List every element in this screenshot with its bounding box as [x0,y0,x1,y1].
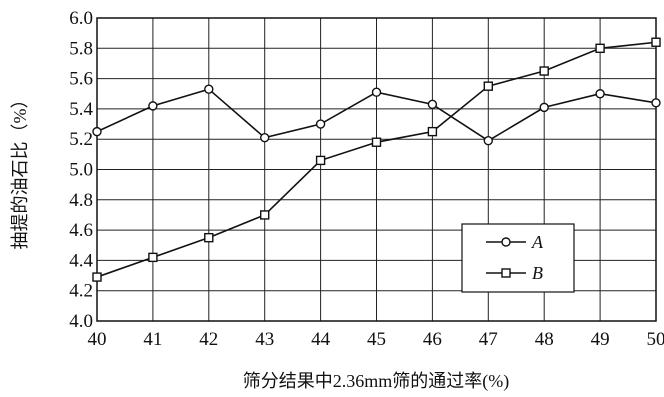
y-tick-label: 5.6 [69,69,93,90]
data-point-A [148,101,158,111]
data-point-A [651,98,661,108]
data-point-B [148,252,158,263]
y-tick-label: 4.6 [69,220,93,241]
data-point-B [483,81,493,91]
x-tick-label: 45 [367,329,386,350]
x-tick-label: 41 [143,329,162,350]
data-point-B [595,43,605,53]
data-point-A [92,126,102,137]
x-tick-label: 40 [88,329,107,350]
series-lines [92,37,661,282]
data-point-A [427,99,438,110]
series-A [92,84,661,146]
data-point-A [539,102,549,113]
x-tick-label: 50 [647,329,664,350]
x-tick-labels: 40 41 42 43 44 45 46 47 48 49 50 [88,329,664,350]
y-tick-labels: 4.0 4.2 4.4 4.6 4.8 5.0 5.2 5.4 5.6 5.8 6.0 [69,8,93,332]
data-point-B [260,210,270,220]
x-tick-label: 48 [535,329,554,350]
x-tick-label: 46 [423,329,442,350]
x-axis-title: 筛分结果中2.36mm筛的通过率(%) [243,371,509,392]
x-tick-label: 49 [591,329,610,350]
data-point-B [539,66,549,76]
legend-label-B: B [532,263,543,283]
plot-frame [96,17,657,322]
x-tick-label: 43 [255,329,274,350]
data-point-B [315,155,326,166]
data-point-A [483,136,493,146]
legend-marker-B [501,268,511,278]
data-point-B [651,37,661,47]
y-tick-label: 5.2 [69,129,93,150]
y-tick-label: 4.2 [69,281,93,302]
legend-marker-A [501,237,511,247]
y-tick-label: 4.8 [69,190,93,211]
y-tick-label: 5.4 [69,99,93,120]
data-point-A [315,119,326,129]
data-point-B [92,272,102,282]
y-tick-label: 6.0 [69,8,93,29]
legend-box [461,223,575,293]
legend-label-A: A [531,232,544,252]
y-tick-label: 5.0 [69,160,93,181]
x-tick-label: 44 [311,329,331,350]
data-point-A [371,87,382,97]
y-tick-label: 5.8 [69,38,93,59]
x-tick-label: 42 [199,329,218,350]
legend: AB [461,223,575,293]
y-axis-title: 抽提的油石比（%） [10,91,30,250]
data-point-A [204,84,214,94]
x-tick-label: 47 [479,329,498,350]
y-tick-label: 4.4 [69,250,93,271]
y-tick-label: 4.0 [69,311,93,332]
data-point-B [371,137,382,147]
data-point-B [427,126,438,137]
data-point-A [595,89,605,99]
series-B [92,37,661,282]
data-point-A [260,132,270,143]
data-point-B [204,232,214,243]
